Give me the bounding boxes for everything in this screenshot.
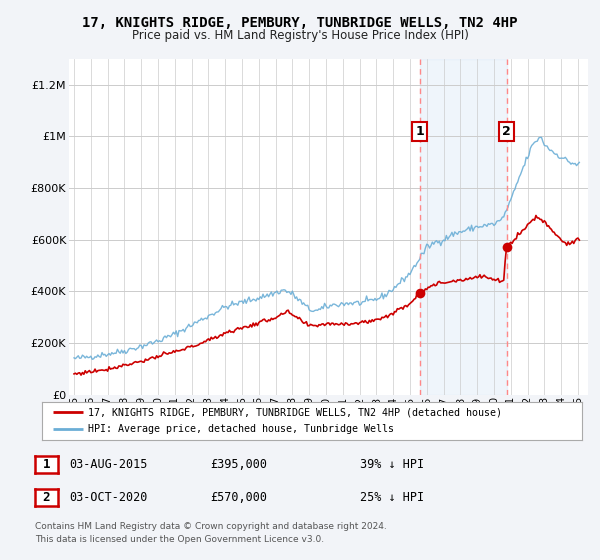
Text: 2: 2 — [502, 125, 511, 138]
Text: £395,000: £395,000 — [210, 458, 267, 472]
Text: 17, KNIGHTS RIDGE, PEMBURY, TUNBRIDGE WELLS, TN2 4HP (detached house): 17, KNIGHTS RIDGE, PEMBURY, TUNBRIDGE WE… — [88, 407, 502, 417]
Text: 39% ↓ HPI: 39% ↓ HPI — [360, 458, 424, 472]
Text: 03-OCT-2020: 03-OCT-2020 — [69, 491, 148, 504]
Text: This data is licensed under the Open Government Licence v3.0.: This data is licensed under the Open Gov… — [35, 535, 324, 544]
Text: £570,000: £570,000 — [210, 491, 267, 504]
Text: 2: 2 — [43, 491, 50, 504]
Text: Price paid vs. HM Land Registry's House Price Index (HPI): Price paid vs. HM Land Registry's House … — [131, 29, 469, 42]
Text: 1: 1 — [43, 458, 50, 472]
Text: 1: 1 — [415, 125, 424, 138]
Text: 03-AUG-2015: 03-AUG-2015 — [69, 458, 148, 472]
Text: HPI: Average price, detached house, Tunbridge Wells: HPI: Average price, detached house, Tunb… — [88, 424, 394, 434]
Text: Contains HM Land Registry data © Crown copyright and database right 2024.: Contains HM Land Registry data © Crown c… — [35, 522, 386, 531]
Text: 17, KNIGHTS RIDGE, PEMBURY, TUNBRIDGE WELLS, TN2 4HP: 17, KNIGHTS RIDGE, PEMBURY, TUNBRIDGE WE… — [82, 16, 518, 30]
Text: 25% ↓ HPI: 25% ↓ HPI — [360, 491, 424, 504]
Bar — [420, 59, 506, 395]
